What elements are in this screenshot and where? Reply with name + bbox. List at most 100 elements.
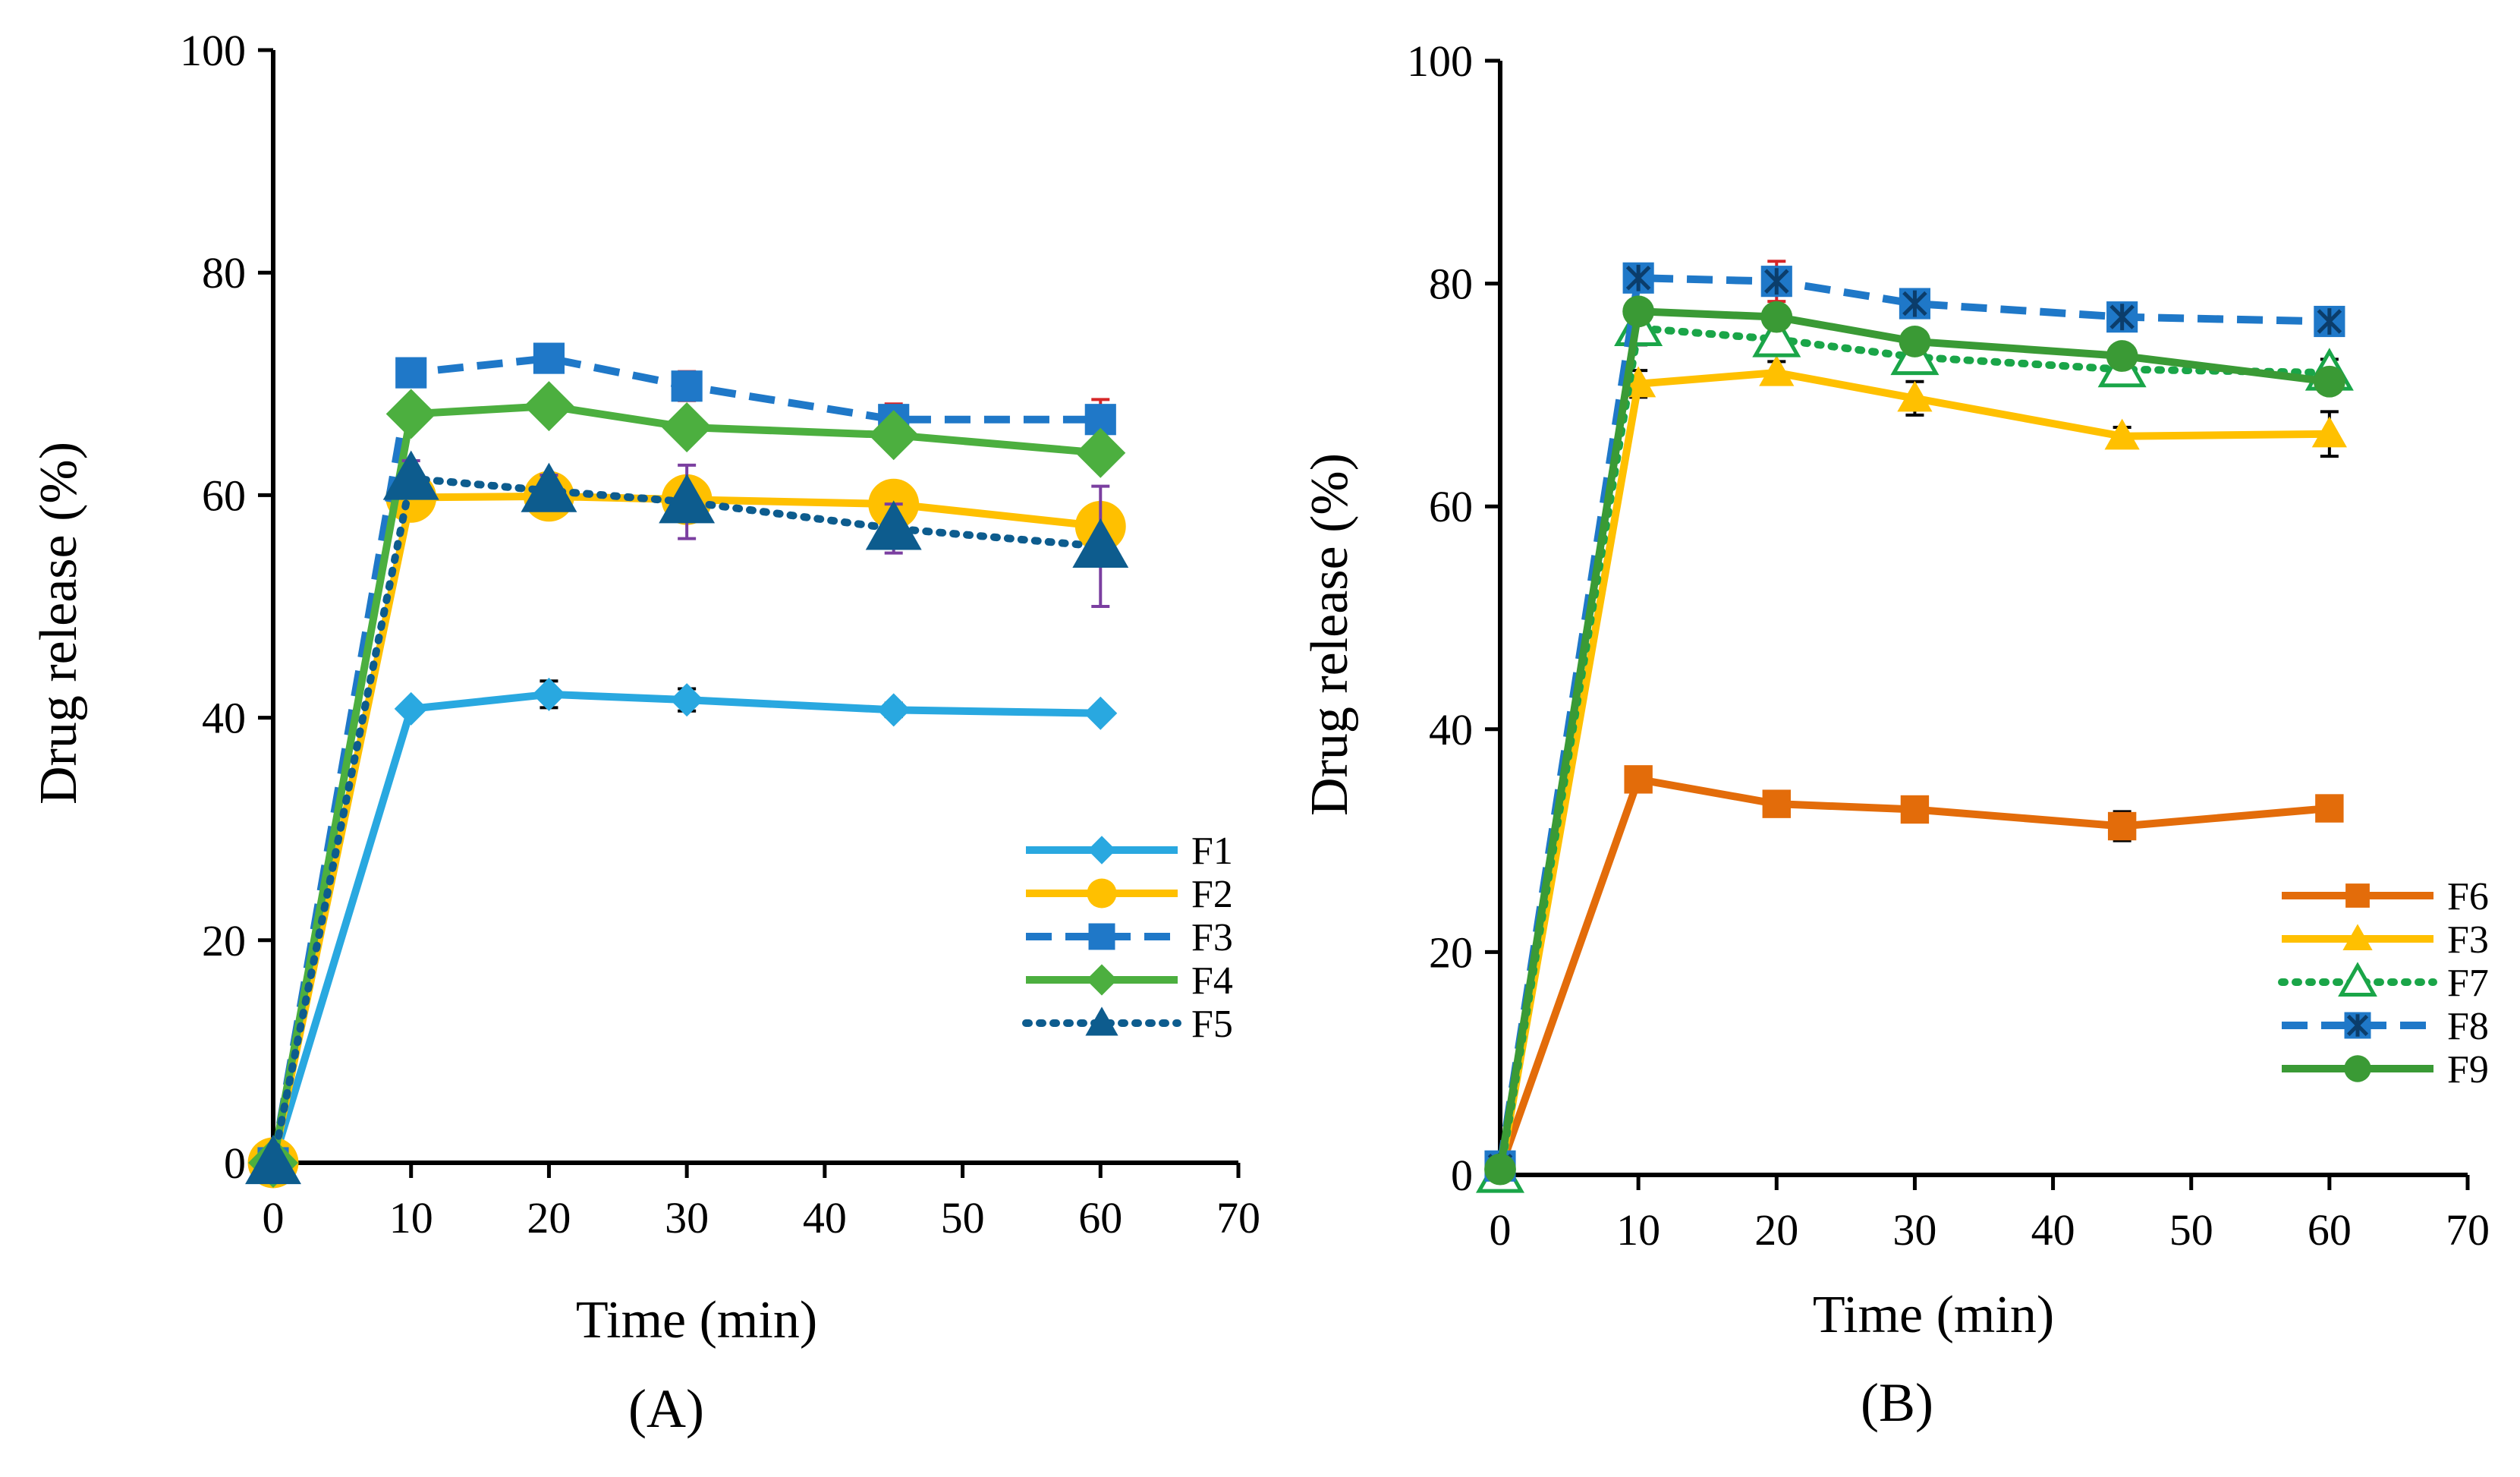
data-point — [2345, 883, 2370, 908]
legend-label: F2 — [1191, 873, 1233, 916]
x-axis-title: Time (min) — [576, 1291, 817, 1349]
marker-star — [2317, 308, 2342, 335]
series-line — [269, 474, 1105, 1167]
x-tick-label: 40 — [803, 1193, 847, 1242]
y-axis-title: Drug release (%) — [1301, 453, 1359, 816]
y-tick-label: 100 — [1407, 36, 1473, 86]
data-point — [394, 691, 428, 726]
data-point — [1899, 326, 1931, 357]
data-point — [1759, 354, 1795, 386]
x-tick-label: 20 — [527, 1193, 571, 1242]
panel-label: (B) — [1861, 1372, 1933, 1433]
data-point — [659, 474, 716, 524]
y-tick-label: 20 — [202, 916, 246, 965]
legend-entry-f5: F5 — [1022, 1003, 1233, 1046]
x-tick-label: 70 — [2446, 1205, 2490, 1255]
series-line — [269, 354, 1101, 1164]
panel-a-chart: 0 10 20 30 40 50 60 70 0 20 40 60 80 100 Time (min) Dru… — [30, 26, 1260, 1439]
series-line — [1496, 369, 2330, 1176]
x-tick-label: 20 — [1754, 1205, 1798, 1255]
legend-label: F9 — [2447, 1048, 2489, 1091]
x-tick-label: 60 — [1078, 1193, 1122, 1242]
data-point — [1752, 314, 1801, 357]
data-point — [2106, 340, 2138, 372]
y-tick-label: 100 — [180, 26, 246, 75]
y-tick-label: 40 — [202, 694, 246, 743]
legend-entry-f9: F9 — [2282, 1048, 2489, 1091]
legend-label: F4 — [1191, 959, 1233, 1003]
x-tick-label: 10 — [389, 1193, 433, 1242]
series-line — [269, 492, 1101, 1164]
y-tick-label: 0 — [1451, 1151, 1473, 1200]
legend-label: F8 — [2447, 1005, 2489, 1048]
data-point — [1897, 380, 1933, 412]
y-tick-label: 60 — [202, 471, 246, 520]
y-tick-label: 60 — [1429, 482, 1473, 531]
y-tick-label: 80 — [1429, 260, 1473, 309]
data-point — [1087, 878, 1117, 909]
legend-label: F5 — [1191, 1003, 1233, 1046]
data-point — [1084, 696, 1118, 730]
series-f9 — [1484, 295, 2345, 1186]
x-tick-label: 60 — [2308, 1205, 2352, 1255]
x-tick-label: 0 — [263, 1193, 285, 1242]
data-point — [1622, 295, 1655, 328]
data-point — [670, 683, 704, 717]
series-line — [1496, 274, 2330, 1167]
data-point — [521, 462, 577, 512]
panel-label: (A) — [628, 1378, 704, 1439]
data-point — [2338, 962, 2377, 997]
data-point — [2104, 418, 2140, 450]
panel-b-chart: 0 10 20 30 40 50 60 70 0 20 40 60 80 100 Time (min) Dru… — [1301, 36, 2490, 1433]
legend-entry-f2: F2 — [1026, 873, 1233, 916]
series-f5 — [245, 450, 1129, 1185]
series-line — [1496, 307, 2330, 1170]
marker-star — [1625, 264, 1651, 291]
data-point — [1624, 765, 1653, 794]
data-point — [2315, 794, 2344, 823]
x-tick-label: 50 — [2169, 1205, 2213, 1255]
data-point — [382, 450, 439, 500]
legend-entry-f1: F1 — [1026, 830, 1233, 873]
data-point — [245, 1135, 301, 1185]
y-axis-title: Drug release (%) — [30, 442, 88, 805]
series-f6 — [1486, 765, 2344, 1184]
data-point — [1087, 836, 1116, 864]
legend-entry-f3: F3 — [2282, 918, 2489, 962]
data-point — [532, 677, 566, 711]
legend-entry-f6: F6 — [2282, 875, 2489, 918]
data-point — [868, 410, 919, 461]
legend-label: F3 — [1191, 916, 1233, 959]
data-point — [1086, 964, 1118, 996]
data-point — [1900, 795, 1930, 824]
y-tick-label: 0 — [224, 1138, 246, 1188]
legend-label: F7 — [2447, 962, 2489, 1005]
series-f1 — [256, 677, 1118, 1179]
data-point — [395, 357, 427, 389]
data-point — [1075, 427, 1126, 478]
legend-label: F1 — [1191, 830, 1233, 873]
x-tick-label: 70 — [1216, 1193, 1260, 1242]
legend-label: F6 — [2447, 875, 2489, 918]
data-point — [1088, 923, 1115, 950]
x-axis-title: Time (min) — [1813, 1286, 2054, 1344]
y-tick-label: 20 — [1429, 927, 1473, 977]
y-tick-label: 40 — [1429, 705, 1473, 754]
x-tick-label: 0 — [1490, 1205, 1512, 1255]
data-point — [1484, 1153, 1516, 1186]
x-tick-label: 30 — [665, 1193, 709, 1242]
data-point — [865, 500, 922, 550]
data-point — [671, 370, 703, 402]
data-point — [533, 342, 565, 374]
marker-star — [1764, 268, 1789, 295]
legend-entry-f4: F4 — [1026, 959, 1233, 1003]
data-point — [385, 389, 436, 439]
series-line — [269, 402, 1101, 1164]
y-tick-label: 80 — [202, 248, 246, 298]
data-point — [2107, 811, 2137, 841]
data-point — [2342, 924, 2373, 950]
series-line — [269, 690, 1101, 1164]
data-point — [1072, 518, 1129, 568]
legend-entry-f3: F3 — [1026, 916, 1233, 959]
